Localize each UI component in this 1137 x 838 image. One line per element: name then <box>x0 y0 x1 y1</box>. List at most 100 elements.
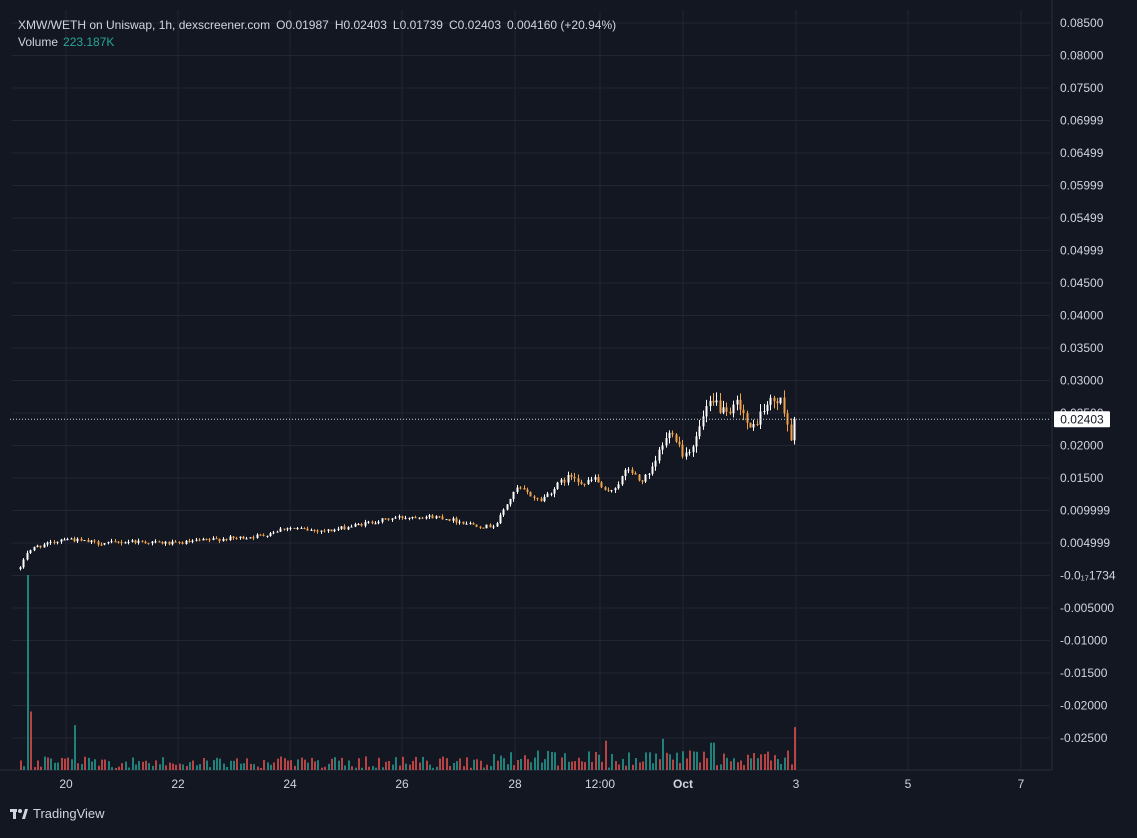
volume-bar <box>703 751 705 770</box>
y-tick-label: 0.04999 <box>1060 244 1104 258</box>
candle-body <box>151 541 154 544</box>
candle-body <box>310 529 313 531</box>
candle-body <box>323 530 326 532</box>
candle-body <box>83 540 86 542</box>
volume-bar <box>263 759 265 770</box>
y-tick-label: 0.009999 <box>1060 504 1110 518</box>
last-price-tag-bg <box>1054 411 1110 428</box>
candle-body <box>587 479 590 485</box>
legend-volume-row: Volume 223.187K <box>18 34 616 51</box>
volume-bar <box>693 751 695 770</box>
candle-body <box>752 423 755 428</box>
volume-bar <box>392 764 394 770</box>
volume-bar <box>777 759 779 770</box>
candle-body <box>269 533 272 536</box>
volume-bar <box>622 758 624 770</box>
volume-bar <box>794 727 796 770</box>
candle-body <box>783 397 786 414</box>
volume-bar <box>409 764 411 770</box>
candle-body <box>330 529 333 532</box>
volume-bar <box>307 762 309 770</box>
volume-bar <box>121 763 123 770</box>
volume-bar <box>574 761 576 770</box>
candle-body <box>658 449 661 461</box>
volume-bar <box>601 761 603 770</box>
volume-bar <box>490 766 492 770</box>
volume-bar <box>713 742 715 770</box>
volume-bar <box>338 760 340 770</box>
candle-body <box>695 436 698 447</box>
candle-body <box>347 527 350 530</box>
volume-bar <box>716 765 718 770</box>
candle-body <box>580 482 583 484</box>
volume-bar <box>287 760 289 770</box>
volume-bar <box>618 764 620 770</box>
ohlc-close-key: C <box>448 18 458 32</box>
volume-bar <box>473 759 475 770</box>
volume-bar <box>125 761 127 770</box>
volume-bar <box>449 766 451 770</box>
candle-body <box>364 522 367 526</box>
volume-bar <box>463 766 465 770</box>
volume-bar <box>456 761 458 770</box>
volume-bar <box>493 754 495 770</box>
candle-body <box>29 550 32 553</box>
candle-body <box>49 541 52 543</box>
time-axis[interactable]: 20 22 24 26 28 12:00 Oct 3 5 7 <box>59 777 1024 791</box>
y-tick-label: 0.05999 <box>1060 179 1104 193</box>
volume-bar <box>280 756 282 770</box>
volume-bar <box>111 767 113 770</box>
candle-body <box>350 526 353 528</box>
volume-bar <box>169 762 171 770</box>
volume-bar <box>219 758 221 770</box>
candle-body <box>739 399 742 410</box>
candle-body <box>22 559 25 568</box>
price-axis[interactable]: 0.08500 0.08000 0.07500 0.06999 0.06499 0.059… <box>1060 16 1116 745</box>
y-tick-label: 0.03000 <box>1060 374 1104 388</box>
x-tick-label: 3 <box>793 777 800 791</box>
volume-bar <box>341 757 343 770</box>
volume-bar <box>189 762 191 770</box>
volume-bar <box>368 766 370 770</box>
volume-bar <box>608 767 610 770</box>
candle-body <box>205 538 208 540</box>
volume-bar <box>74 725 76 770</box>
volume-bar <box>571 761 573 770</box>
volume-bar <box>730 761 732 770</box>
tradingview-brand[interactable]: TradingView <box>10 806 105 821</box>
volume-bar <box>159 764 161 770</box>
volume-bar <box>243 763 245 770</box>
price-change: 0.004160 (+20.94%) <box>507 18 617 32</box>
volume-bar <box>497 760 499 770</box>
volume-bar <box>480 760 482 770</box>
candle-body <box>540 498 543 502</box>
candle-body <box>202 538 205 541</box>
candlesticks <box>19 390 796 571</box>
volume-bar <box>165 765 167 770</box>
volume-bar <box>503 758 505 770</box>
volume-bar <box>23 766 25 770</box>
ohlc-close-value: 0.02403 <box>457 18 502 32</box>
candle-body <box>414 517 417 519</box>
volume-bar <box>199 764 201 770</box>
volume-bar <box>470 767 472 770</box>
volume-bar <box>64 758 66 770</box>
volume-bar <box>726 757 728 770</box>
volume-bar <box>152 765 154 770</box>
candle-body <box>790 424 793 441</box>
x-tick-label: 12:00 <box>585 777 615 791</box>
candle-body <box>80 538 83 541</box>
volume-bar <box>723 753 725 770</box>
volume-bar <box>659 759 661 770</box>
volume-bar <box>557 765 559 770</box>
volume-bar <box>98 765 100 770</box>
candle-body <box>469 523 472 525</box>
volume-bar <box>682 751 684 770</box>
candle-body <box>533 496 536 498</box>
volume-bar <box>236 758 238 770</box>
volume-bar <box>686 758 688 770</box>
volume-bar <box>301 757 303 770</box>
candle-body <box>191 540 194 542</box>
